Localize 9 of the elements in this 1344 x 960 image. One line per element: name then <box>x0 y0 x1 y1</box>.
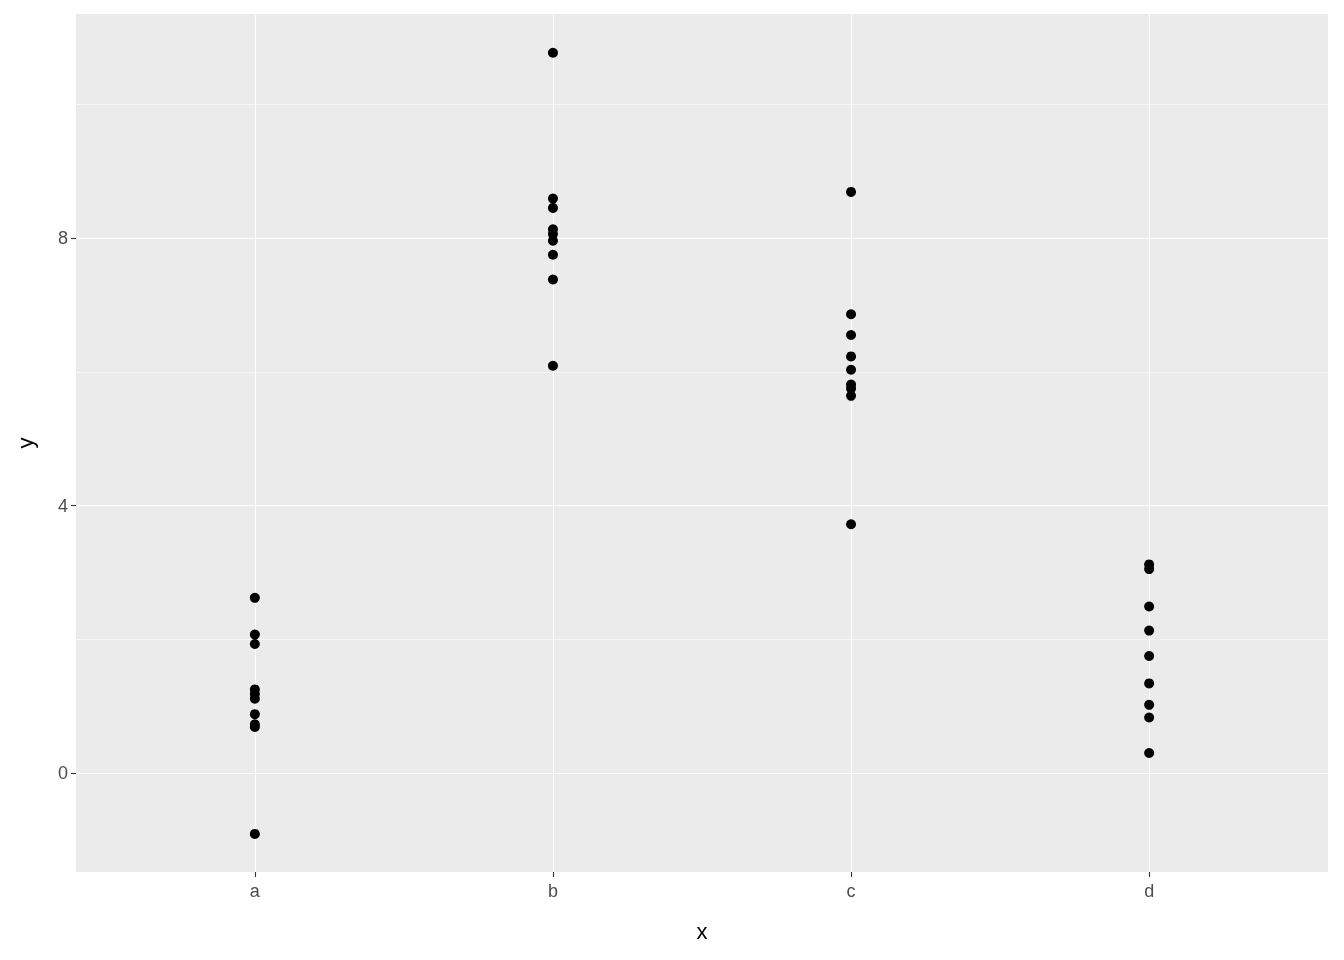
y-tick-label: 8 <box>57 228 68 249</box>
x-tick-label: d <box>1144 881 1155 901</box>
x-axis-title: x <box>696 918 708 944</box>
y-tick-label: 0 <box>57 763 68 784</box>
x-tick-label: c <box>846 881 856 901</box>
y-tick-label: 4 <box>57 495 68 516</box>
x-tick-label: a <box>249 881 261 901</box>
x-tick-label: b <box>547 881 558 901</box>
y-axis-title: y <box>12 437 38 449</box>
